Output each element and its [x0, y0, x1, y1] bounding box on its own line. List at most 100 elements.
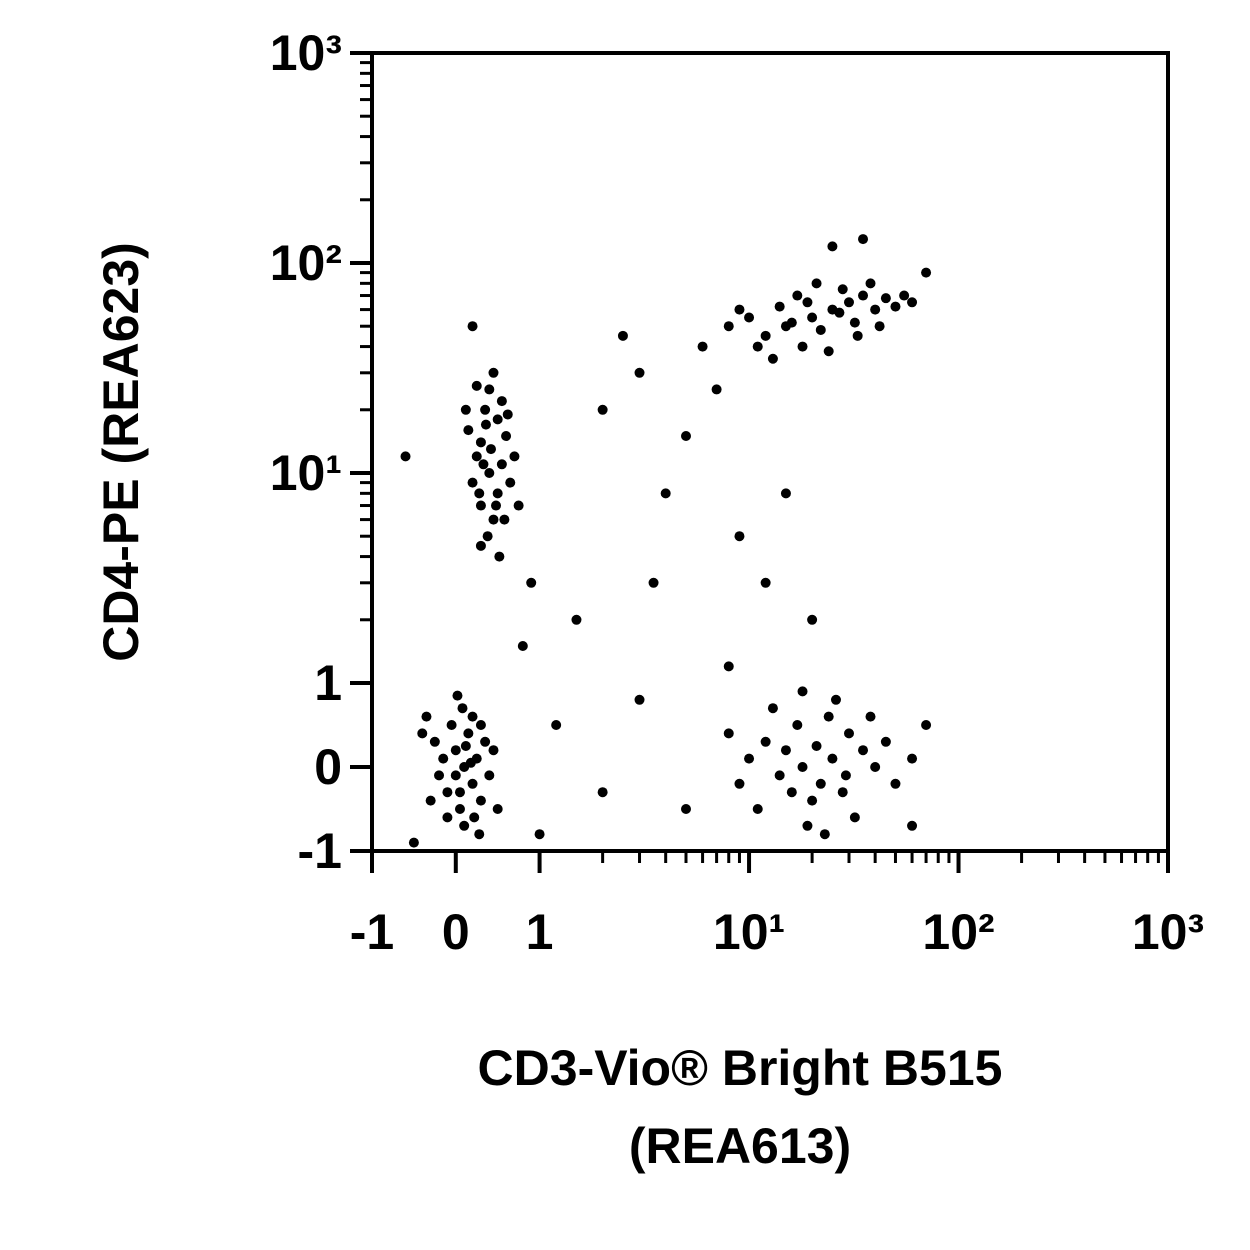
event-dot	[760, 736, 771, 747]
event-dot	[723, 661, 734, 672]
x-tick-label: 10³	[1132, 904, 1204, 960]
event-dot	[786, 787, 797, 798]
event-dot	[454, 787, 465, 798]
event-dot	[680, 431, 691, 442]
event-dot	[830, 694, 841, 705]
event-dot	[425, 795, 436, 806]
event-dot	[852, 330, 863, 341]
event-dot	[478, 459, 489, 470]
event-dot	[480, 736, 491, 747]
event-dot	[475, 500, 486, 511]
event-dot	[807, 312, 818, 323]
y-tick-label: 1	[314, 655, 342, 711]
event-dot	[834, 307, 845, 318]
event-dot	[890, 301, 901, 312]
event-dot	[474, 488, 485, 499]
event-dot	[837, 284, 848, 295]
event-dot	[823, 711, 834, 722]
event-dot	[797, 341, 808, 352]
event-dot	[811, 741, 822, 751]
event-dot	[454, 804, 465, 814]
event-dot	[617, 330, 628, 341]
y-tick-label: -1	[298, 823, 342, 879]
event-dot	[744, 753, 755, 764]
y-tick-label: 10²	[270, 235, 342, 291]
event-dot	[907, 820, 918, 831]
event-dot	[807, 614, 818, 625]
x-axis-title: CD3-Vio® Bright B515	[478, 1040, 1003, 1096]
event-dot	[460, 404, 471, 415]
event-dot	[474, 829, 485, 840]
event-dot	[475, 795, 486, 806]
event-dot	[752, 804, 763, 814]
event-dot	[734, 778, 745, 789]
event-dot	[467, 321, 478, 332]
event-dot	[752, 341, 763, 352]
event-dot	[786, 317, 797, 328]
event-dot	[509, 451, 520, 462]
event-dot	[417, 728, 428, 739]
event-dot	[438, 753, 449, 764]
event-dot	[488, 745, 499, 756]
event-dot	[467, 778, 478, 789]
event-dot	[907, 297, 918, 308]
event-dot	[767, 703, 778, 714]
event-dot	[488, 367, 499, 378]
event-dot	[484, 384, 495, 395]
event-dot	[711, 384, 722, 395]
event-dot	[874, 321, 885, 332]
event-dot	[792, 720, 803, 730]
event-dot	[421, 711, 432, 722]
event-dot	[400, 451, 411, 462]
event-dot	[480, 404, 491, 415]
event-dot	[463, 425, 474, 436]
event-dot	[442, 812, 453, 823]
event-dot	[467, 711, 478, 722]
event-dot	[780, 488, 791, 499]
event-dot	[501, 431, 512, 442]
event-dot	[723, 728, 734, 739]
event-dot	[660, 488, 671, 499]
event-dot	[899, 290, 910, 301]
y-tick-label: 0	[314, 739, 342, 795]
event-dot	[534, 829, 545, 840]
event-dot	[858, 745, 869, 756]
event-dot	[499, 514, 510, 525]
event-dot	[463, 728, 474, 739]
event-dot	[797, 686, 808, 697]
event-dot	[513, 500, 524, 511]
event-dot	[648, 577, 659, 588]
x-tick-label: 0	[442, 904, 470, 960]
event-dot	[484, 468, 495, 478]
event-dot	[870, 304, 881, 315]
event-dot	[494, 551, 505, 562]
event-dot	[774, 301, 785, 312]
event-dot	[597, 404, 608, 415]
event-dot	[457, 703, 468, 714]
event-dot	[792, 290, 803, 301]
y-tick-label: 10³	[270, 25, 342, 81]
event-dot	[452, 690, 463, 701]
y-tick-label: 10¹	[270, 445, 342, 501]
event-dot	[475, 720, 486, 730]
event-dot	[921, 267, 932, 278]
event-dot	[849, 812, 860, 823]
event-dot	[446, 720, 457, 730]
event-dot	[734, 304, 745, 315]
event-dot	[921, 720, 932, 730]
event-dot	[460, 741, 471, 751]
event-dot	[815, 324, 826, 335]
event-dot	[484, 770, 495, 781]
event-dot	[496, 396, 507, 407]
event-dot	[767, 353, 778, 364]
event-dot	[858, 234, 869, 245]
event-dot	[870, 762, 881, 772]
event-dot	[680, 804, 691, 814]
event-dot	[849, 317, 860, 328]
event-dot	[471, 451, 482, 462]
event-dot	[697, 341, 708, 352]
event-dot	[760, 330, 771, 341]
event-dot	[517, 641, 528, 652]
event-dot	[807, 795, 818, 806]
